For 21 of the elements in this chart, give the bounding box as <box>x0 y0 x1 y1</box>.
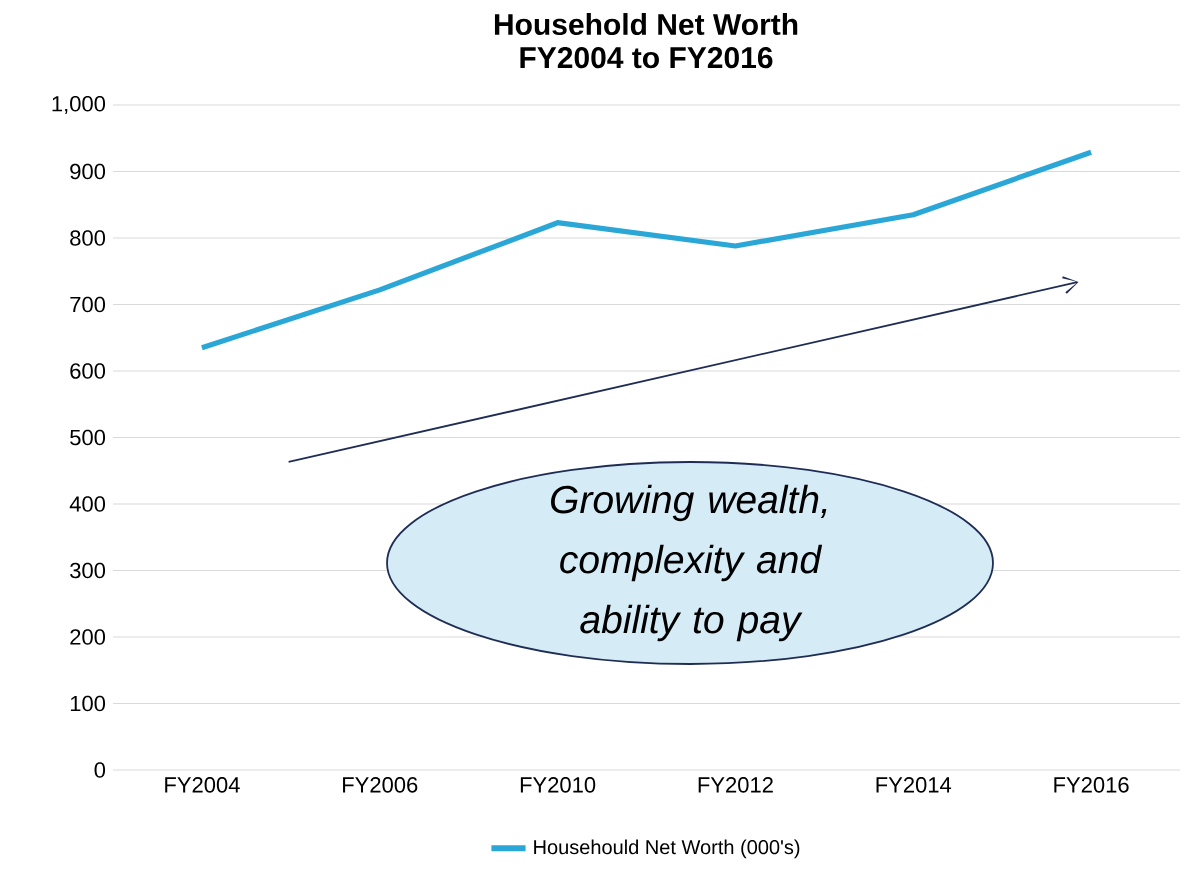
y-tick-label: 400 <box>69 496 106 512</box>
x-tick-label: FY2010 <box>520 777 596 793</box>
y-tick-label: 0 <box>94 762 106 778</box>
y-tick-label: 100 <box>70 695 106 712</box>
x-tick-label: FY2014 <box>876 777 952 793</box>
chart-title: Household Net Worth <box>494 13 798 36</box>
y-tick-label: 300 <box>70 562 106 579</box>
y-tick-label: 800 <box>70 230 106 246</box>
y-tick-label: 200 <box>70 629 106 645</box>
y-tick-label: 600 <box>70 363 106 379</box>
y-tick-label: 1,000 <box>52 95 106 115</box>
y-tick-label: 700 <box>70 296 106 313</box>
x-tick-label: FY2006 <box>343 777 418 793</box>
annotation: Growing wealth, complexity and ability to pay <box>551 484 827 642</box>
x-tick-label: FY2004 <box>165 777 240 793</box>
legend-label: Househould Net Worth (000's) <box>534 839 800 859</box>
y-tick-label: 500 <box>70 429 106 446</box>
x-tick-label: FY2016 <box>1054 777 1129 793</box>
y-tick-label: 900 <box>70 163 106 180</box>
chart-subtitle: FY2004 to FY2016 <box>520 47 773 69</box>
x-tick-label: FY2012 <box>698 777 773 793</box>
